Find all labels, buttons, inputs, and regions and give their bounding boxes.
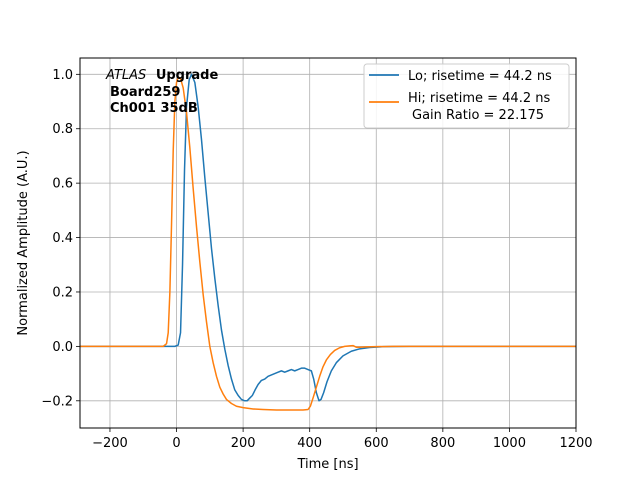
annotation-experiment-suffix: Upgrade [156,68,219,83]
annotation-experiment: ATLAS [105,68,146,83]
x-tick-label: 1200 [559,436,592,451]
annotation-line-3: Ch001 35dB [110,101,198,116]
x-tick-label: 0 [172,436,180,451]
y-tick-label: 0.8 [52,122,73,137]
x-tick-label: −200 [92,436,128,451]
x-tick-label: 200 [231,436,256,451]
x-axis-label: Time [ns] [296,457,358,472]
annotation-line-2: Board259 [110,85,180,100]
y-tick-label: 0.6 [52,177,73,192]
legend-box [363,63,570,129]
x-tick-label: 400 [297,436,322,451]
y-tick-label: −0.2 [41,394,73,409]
x-axis: −200 0 200 400 600 800 1000 1200 [92,428,593,451]
atlas-annotation: ATLAS Upgrade Board259 Ch001 35dB [105,68,218,116]
legend-label-lo: Lo; risetime = 44.2 ns [408,69,552,84]
series-line-hi [80,76,576,411]
y-tick-label: 0.4 [52,231,73,246]
legend-label-hi-gain: Gain Ratio = 22.175 [412,108,544,123]
legend: Lo; risetime = 44.2 ns Hi; risetime = 44… [363,63,570,129]
plot-frame [79,57,577,429]
y-axis-label: Normalized Amplitude (A.U.) [16,150,31,335]
y-axis: −0.2 0.0 0.2 0.4 0.6 0.8 1.0 [41,68,80,409]
legend-label-hi: Hi; risetime = 44.2 ns [408,91,550,106]
x-tick-label: 800 [430,436,455,451]
series-group [80,73,576,411]
x-tick-label: 600 [364,436,389,451]
series-line-lo [80,73,576,402]
y-tick-label: 1.0 [52,68,73,83]
y-tick-label: 0.2 [52,285,73,300]
x-tick-label: 1000 [493,436,526,451]
y-tick-label: 0.0 [52,340,73,355]
annotation-line-1: ATLAS Upgrade [105,68,218,83]
